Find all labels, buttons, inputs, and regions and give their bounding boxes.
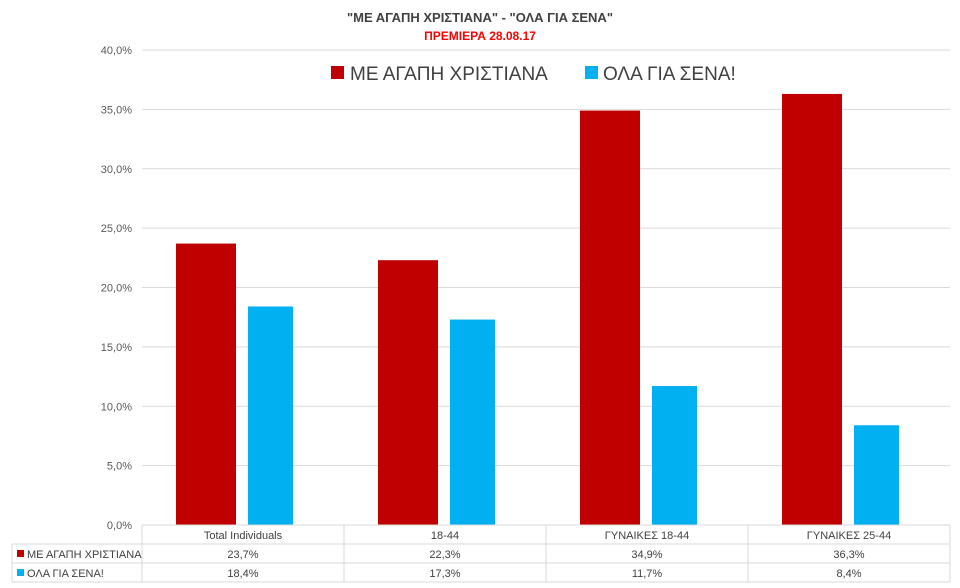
y-tick-label: 40,0% — [101, 45, 132, 57]
legend-label: ΜΕ ΑΓΑΠΗ ΧΡΙΣΤΙΑΝΑ — [350, 64, 548, 85]
table-series-name: ΟΛΑ ΓΙΑ ΣΕΝΑ! — [27, 568, 104, 580]
table-value: 17,3% — [429, 568, 460, 580]
bar-series1 — [176, 243, 236, 525]
category-label: Total Individuals — [204, 530, 283, 542]
bar-series2 — [450, 319, 495, 525]
table-value: 34,9% — [631, 549, 662, 561]
legend-swatch — [331, 66, 344, 79]
bar-series1 — [580, 110, 640, 525]
category-label: 18-44 — [431, 530, 459, 542]
bar-series2 — [854, 425, 899, 525]
table-value: 8,4% — [836, 568, 861, 580]
legend-swatch — [585, 66, 598, 79]
y-tick-label: 10,0% — [101, 401, 132, 413]
y-tick-label: 0,0% — [107, 520, 132, 532]
bar-series2 — [652, 386, 697, 525]
category-label: ΓΥΝΑΙΚΕΣ 25-44 — [807, 530, 891, 542]
table-legend-key — [17, 550, 24, 557]
table-value: 18,4% — [227, 568, 258, 580]
legend-label: ΟΛΑ ΓΙΑ ΣΕΝΑ! — [603, 64, 736, 85]
chart-title: "ΜΕ ΑΓΑΠΗ ΧΡΙΣΤΙΑΝΑ" - "ΟΛΑ ΓΙΑ ΣΕΝΑ" — [347, 10, 613, 25]
data-table: Total Individuals 18-44 ΓΥΝΑΙΚΕΣ 18-44 ΓΥΝΑ… — [11, 524, 951, 583]
table-value: 11,7% — [632, 568, 663, 580]
y-tick-label: 15,0% — [101, 342, 132, 354]
y-tick-label: 35,0% — [101, 104, 132, 116]
y-tick-label: 5,0% — [107, 461, 132, 473]
y-tick-label: 20,0% — [101, 283, 132, 295]
y-tick-label: 30,0% — [101, 164, 132, 176]
bar-series1 — [782, 93, 842, 525]
table-value: 23,7% — [227, 549, 258, 561]
table-value: 22,3% — [429, 549, 460, 561]
table-series-name: ΜΕ ΑΓΑΠΗ ΧΡΙΣΤΙΑΝΑ — [27, 549, 142, 561]
legend: ΜΕ ΑΓΑΠΗ ΧΡΙΣΤΙΑΝΑ ΟΛΑ ΓΙΑ ΣΕΝΑ! — [331, 64, 736, 85]
table-value: 36,3% — [833, 549, 864, 561]
chart-subtitle: ΠΡΕΜΙΕΡΑ 28.08.17 — [424, 29, 536, 43]
bar-series1 — [378, 260, 438, 525]
category-label: ΓΥΝΑΙΚΕΣ 18-44 — [605, 530, 689, 542]
bar-series2 — [248, 306, 293, 525]
table-legend-key — [17, 569, 24, 576]
y-tick-label: 25,0% — [101, 223, 132, 235]
